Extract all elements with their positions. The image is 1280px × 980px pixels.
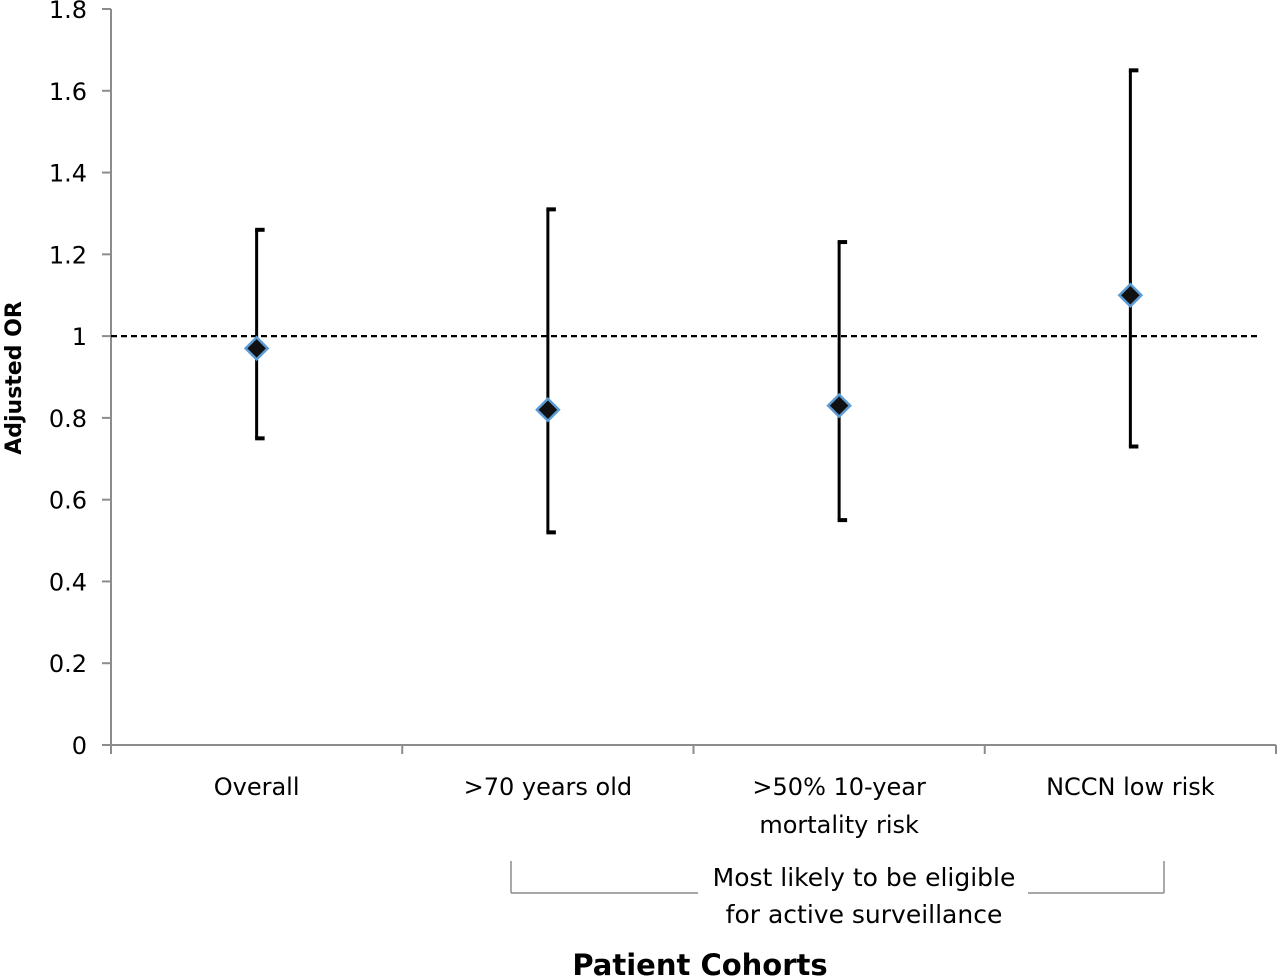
category-label: mortality risk — [759, 811, 919, 839]
y-tick-label: 1.6 — [49, 78, 87, 106]
y-tick-label: 1.8 — [49, 0, 87, 24]
bracket-note-line-1: Most likely to be eligible — [713, 863, 1016, 892]
y-tick-label: 1.2 — [49, 241, 87, 269]
bracket-note-line-2: for active surveillance — [726, 900, 1003, 929]
category-label: >70 years old — [464, 773, 633, 801]
or-point-1 — [243, 335, 270, 362]
eligibility-bracket: Most likely to be eligible for active su… — [510, 861, 1165, 929]
or-point-3 — [826, 392, 852, 419]
y-tick-label: 0.2 — [49, 650, 87, 678]
axes: 0 0.2 0.4 0.6 0.8 1 1.2 1.4 1.6 1.8 — [49, 0, 1277, 760]
y-tick-label: 0 — [72, 732, 87, 760]
x-axis-label: Patient Cohorts — [572, 948, 827, 980]
error-bar-3 — [826, 240, 852, 523]
category-labels: Overall >70 years old >50% 10-year mortalit… — [214, 773, 1215, 839]
y-tick-label: 1.4 — [49, 160, 87, 188]
error-bar-4 — [1117, 68, 1144, 449]
data-marks — [243, 68, 1144, 535]
error-bar-2 — [535, 207, 561, 535]
or-point-4 — [1117, 282, 1144, 308]
y-axis-label: Adjusted OR — [2, 301, 27, 455]
category-label: NCCN low risk — [1046, 773, 1215, 801]
y-tick-label: 1 — [72, 323, 87, 351]
y-tick-label: 0.6 — [49, 487, 87, 515]
category-label: >50% 10-year — [752, 773, 926, 801]
category-label: Overall — [214, 773, 300, 801]
y-tick-label: 0.8 — [49, 405, 87, 433]
or-point-2 — [535, 396, 561, 423]
y-tick-label: 0.4 — [49, 568, 87, 596]
error-bar-1 — [243, 227, 270, 441]
